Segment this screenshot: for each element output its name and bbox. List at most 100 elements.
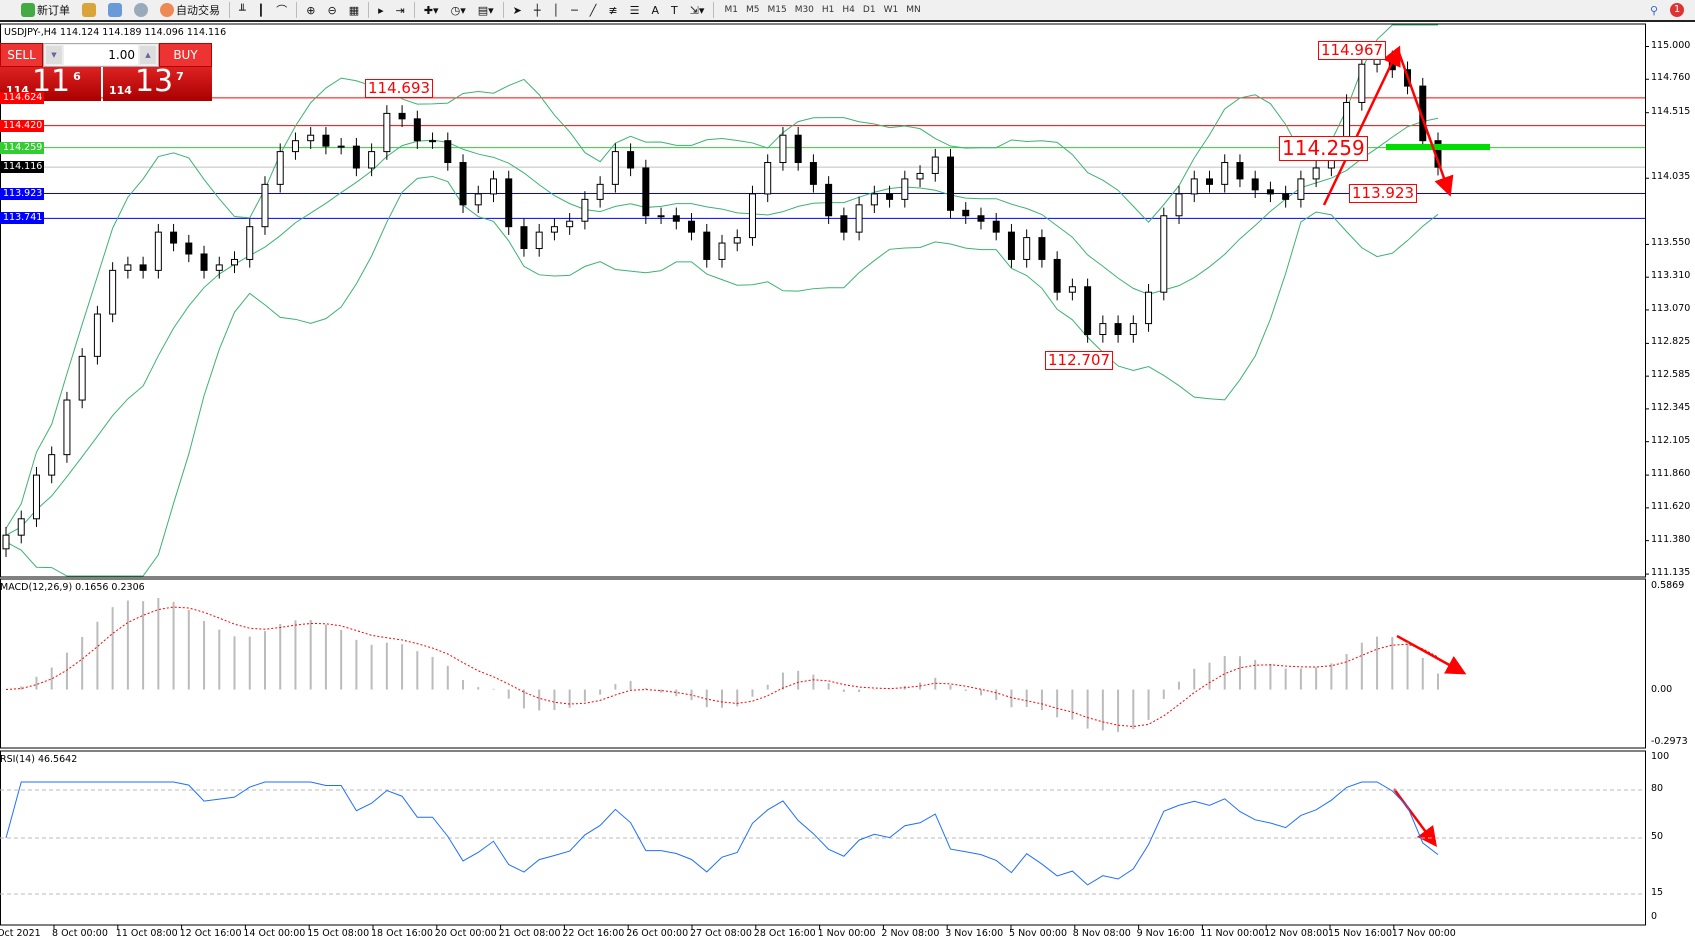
timeframe-m15[interactable]: M15 xyxy=(767,5,787,15)
support-zone xyxy=(1386,144,1490,150)
auto-trading-button[interactable]: 自动交易 xyxy=(157,1,223,19)
candle-bull xyxy=(1190,178,1198,195)
lot-size-stepper[interactable]: ▼ 1.00 ▲ xyxy=(43,43,159,67)
candle-bull xyxy=(276,151,284,185)
red-arrow-2 xyxy=(1396,634,1467,675)
horizontal-line-button[interactable]: ─ xyxy=(571,3,578,17)
arrows-button[interactable]: ⇲▾ xyxy=(689,3,705,17)
candle-bull xyxy=(657,215,665,218)
time-axis-label: 22 Oct 16:00 xyxy=(562,928,625,939)
candle-bear xyxy=(170,231,178,244)
annotation-high[interactable]: 114.967 xyxy=(1318,41,1387,60)
separator xyxy=(713,2,715,18)
buy-price[interactable]: 114 13 7 xyxy=(103,67,212,101)
lot-size-input[interactable]: 1.00 xyxy=(64,45,138,65)
candle-bear xyxy=(1007,231,1015,260)
candle-bull xyxy=(1129,323,1137,336)
zoom-in-button[interactable]: ⊕ xyxy=(306,3,316,17)
candle-bull xyxy=(718,242,726,260)
notifications-button[interactable]: 1 xyxy=(1667,1,1687,19)
time-axis-label: 12 Nov 08:00 xyxy=(1264,928,1329,939)
timeframe-w1[interactable]: W1 xyxy=(883,5,899,15)
candle-bear xyxy=(977,215,985,222)
red-arrow-1 xyxy=(1396,49,1454,197)
candle-bull xyxy=(261,183,269,228)
time-axis-label: 17 Nov 00:00 xyxy=(1391,928,1456,939)
lot-increase-button[interactable]: ▲ xyxy=(140,46,156,64)
zoom-out-button[interactable]: ⊖ xyxy=(327,3,337,17)
candle-bull xyxy=(1160,215,1168,293)
buy-button[interactable]: BUY xyxy=(159,43,212,67)
annotation-low[interactable]: 112.707 xyxy=(1045,351,1114,370)
candle-bull xyxy=(1068,286,1076,293)
timeframe-mn[interactable]: MN xyxy=(906,5,921,15)
candle-bull xyxy=(1221,162,1229,185)
price-axis-label: 113.070 xyxy=(1651,302,1691,314)
signal-button[interactable] xyxy=(131,1,151,19)
candle-bear xyxy=(809,162,817,185)
candle-bull xyxy=(931,156,939,174)
timeframe-d1[interactable]: D1 xyxy=(862,5,876,15)
candle-bull xyxy=(63,399,71,456)
annotation-peak[interactable]: 114.693 xyxy=(365,79,434,98)
macd-axis-label: 0.00 xyxy=(1651,683,1673,695)
main-pane-frame xyxy=(0,23,1646,578)
candle-bull xyxy=(1023,237,1031,260)
gold-icon xyxy=(82,3,96,17)
search-button[interactable]: ⚲ xyxy=(1647,1,1661,19)
candle-bear xyxy=(139,264,147,271)
candle-bull xyxy=(566,220,574,228)
time-axis-label: 12 Oct 16:00 xyxy=(179,928,242,939)
chart-shift-button[interactable]: ⇥ xyxy=(395,3,405,17)
cursor-button[interactable]: ➤ xyxy=(512,3,522,17)
time-axis-label: 18 Oct 16:00 xyxy=(371,928,433,939)
candle-bear xyxy=(185,242,193,255)
candle-bear xyxy=(703,231,711,260)
candle-bear xyxy=(520,226,528,250)
timeframe-m5[interactable]: M5 xyxy=(745,5,760,15)
price-axis-label: 114.035 xyxy=(1651,171,1691,183)
periods-button[interactable]: ◷▾ xyxy=(450,3,466,17)
text-button[interactable]: A xyxy=(651,3,659,17)
vertical-line-button[interactable]: │ xyxy=(552,3,560,17)
price-axis-label: 112.825 xyxy=(1651,336,1691,348)
search-icon: ⚲ xyxy=(1649,3,1658,17)
auto-scroll-button[interactable]: ▸ xyxy=(378,3,384,17)
tile-windows-button[interactable]: ▦ xyxy=(348,3,360,17)
annotation-target[interactable]: 113.923 xyxy=(1349,184,1418,203)
candle-bull xyxy=(32,474,40,520)
bar-chart-button[interactable]: ╨ xyxy=(239,3,246,17)
lot-decrease-button[interactable]: ▼ xyxy=(46,46,62,64)
time-axis-label: 9 Nov 16:00 xyxy=(1136,928,1195,939)
annotation-support[interactable]: 114.259 xyxy=(1279,136,1368,161)
text-label-button[interactable]: T xyxy=(670,3,678,17)
channel-button[interactable]: ≢ xyxy=(608,3,618,17)
trendline-button[interactable]: ╱ xyxy=(589,3,597,17)
templates-button[interactable]: ▤▾ xyxy=(477,3,494,17)
candle-bull xyxy=(124,264,132,271)
candle-bear xyxy=(992,220,1000,233)
timeframe-m1[interactable]: M1 xyxy=(724,5,738,15)
timeframe-h1[interactable]: H1 xyxy=(821,5,835,15)
navigator-button[interactable] xyxy=(79,1,99,19)
candle-chart-button[interactable]: ┃ xyxy=(257,3,265,17)
bollinger-lower xyxy=(5,175,1439,577)
candle-bear xyxy=(947,156,955,211)
new-order-button[interactable]: 新订单 xyxy=(18,1,73,19)
crosshair-button[interactable]: ┼ xyxy=(533,3,541,17)
candle-bear xyxy=(1266,189,1274,195)
terminal-button[interactable] xyxy=(105,1,125,19)
fibonacci-button[interactable]: ☰ xyxy=(629,3,640,17)
sell-button[interactable]: SELL xyxy=(0,43,43,67)
timeframe-h4[interactable]: H4 xyxy=(842,5,855,15)
line-chart-button[interactable]: ⌒ xyxy=(276,4,288,17)
one-click-trading-panel: SELL ▼ 1.00 ▲ BUY 114 11 6 114 13 7 xyxy=(0,43,212,101)
rsi-axis-label: 0 xyxy=(1651,911,1658,922)
time-axis-label: 8 Nov 08:00 xyxy=(1072,928,1131,939)
indicators-button[interactable]: ✚▾ xyxy=(423,3,439,17)
price-axis-label: 112.585 xyxy=(1651,369,1691,381)
time-axis-label: 27 Oct 08:00 xyxy=(690,928,752,939)
timeframe-m30[interactable]: M30 xyxy=(794,5,814,15)
buy-price-pip: 7 xyxy=(176,70,184,83)
